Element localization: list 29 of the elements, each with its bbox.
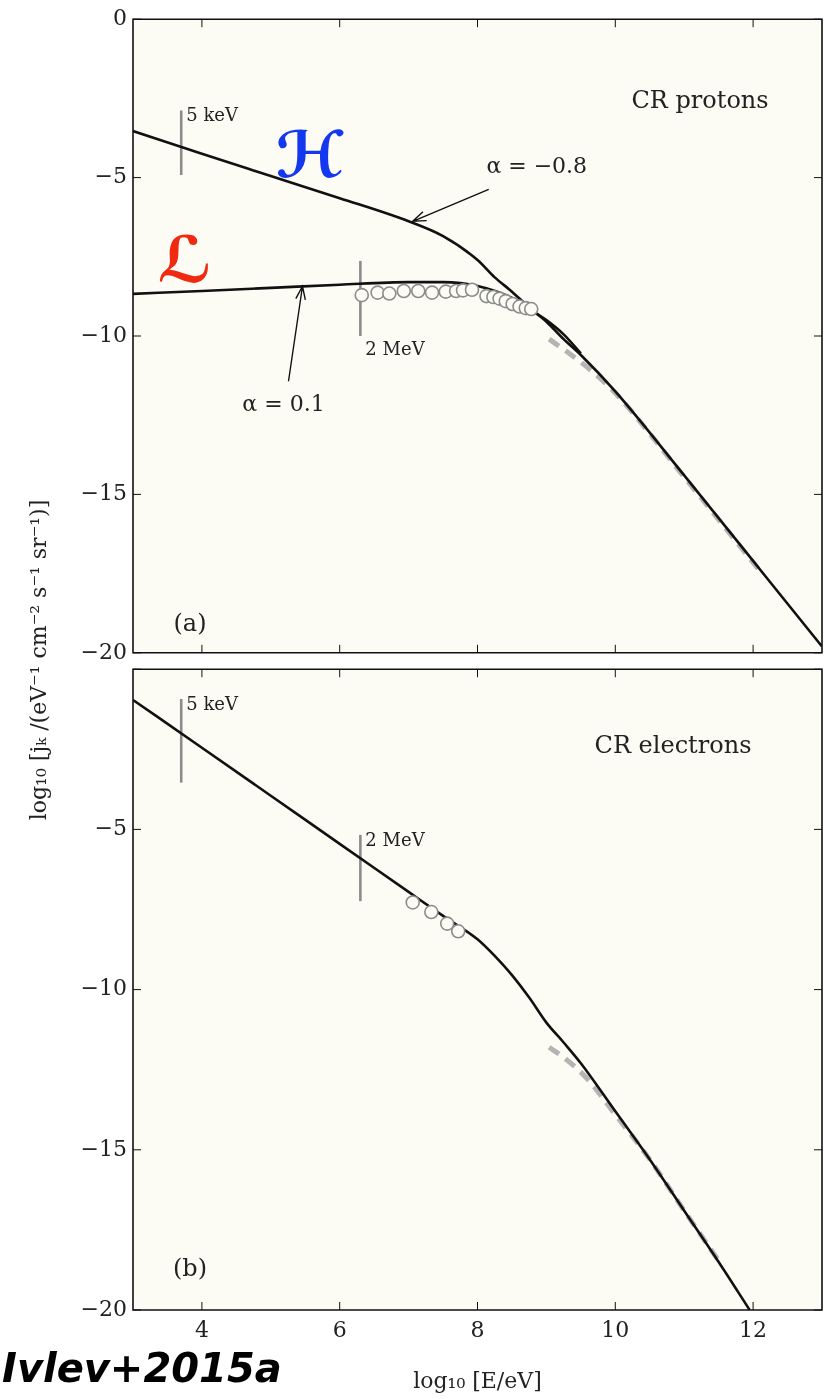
x-tick-label: 4 xyxy=(194,1316,209,1342)
x-tick-label: 6 xyxy=(332,1316,347,1342)
annotation: ℒ xyxy=(157,222,213,297)
y-tick-label: −5 xyxy=(94,163,127,189)
y-tick-label: −5 xyxy=(94,815,127,841)
x-tick-label: 8 xyxy=(470,1316,485,1342)
annotation: 2 MeV xyxy=(365,337,426,359)
y-tick-label: −20 xyxy=(80,638,127,664)
annotation: 5 keV xyxy=(186,104,239,126)
annotation: 5 keV xyxy=(186,692,239,714)
annotation: (a) xyxy=(173,609,207,638)
y-axis-title: log₁₀ [jₖ /(eV⁻¹ cm⁻² s⁻¹ sr⁻¹)] xyxy=(25,499,51,821)
y-tick-label: 0 xyxy=(113,4,127,30)
y-tick-label: −15 xyxy=(80,1135,127,1161)
annotation: 2 MeV xyxy=(365,828,426,850)
x-tick-label: 10 xyxy=(601,1316,630,1342)
y-tick-label: −10 xyxy=(80,321,127,347)
x-tick-label: 12 xyxy=(739,1316,768,1342)
annotation: ℋ xyxy=(275,117,345,192)
text: Ivlev+2015a xyxy=(2,1345,282,1392)
annotation: α = 0.1 xyxy=(242,390,325,416)
x-axis-title: log₁₀ [E/eV] xyxy=(413,1367,542,1393)
y-tick-label: −20 xyxy=(80,1295,127,1321)
annotation: (b) xyxy=(172,1254,208,1283)
annotation: α = −0.8 xyxy=(486,153,588,179)
annotation: CR electrons xyxy=(594,731,752,760)
annotation: CR protons xyxy=(631,86,769,115)
y-tick-label: −10 xyxy=(80,975,127,1001)
y-tick-label: −15 xyxy=(80,480,127,506)
